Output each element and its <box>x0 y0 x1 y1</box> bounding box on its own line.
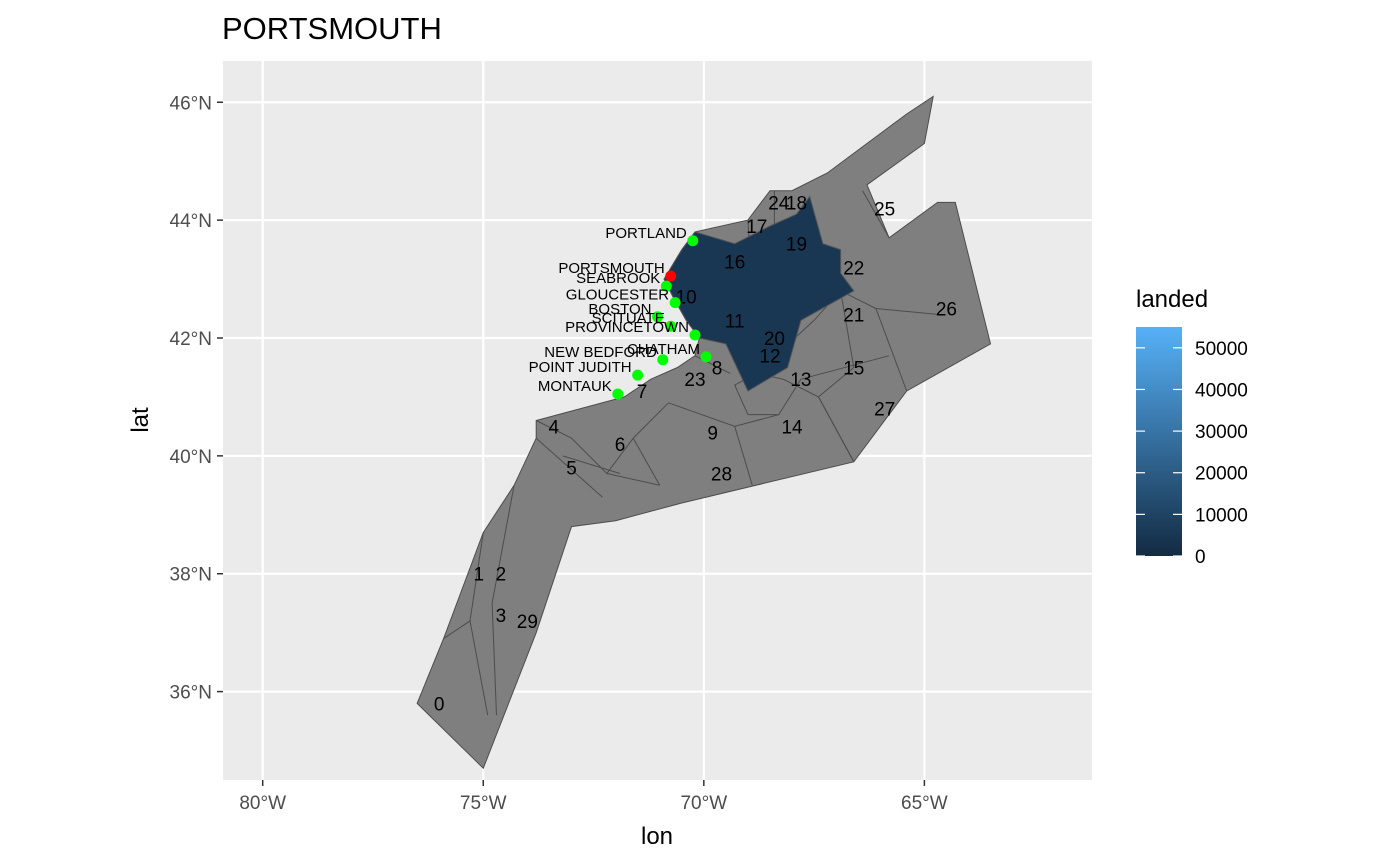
zone-label-6: 6 <box>615 435 626 456</box>
zone-boundary-9 <box>668 378 802 427</box>
port-point-provincetown <box>689 329 701 341</box>
zone-label-2: 2 <box>496 565 507 586</box>
zone-label-10: 10 <box>676 288 697 309</box>
y-tick-label-0: 36°N <box>170 683 212 704</box>
zone-label-0: 0 <box>434 694 445 715</box>
x-tick-label-2: 70°W <box>680 793 727 814</box>
zone-boundary-4 <box>562 455 621 474</box>
port-markers: PORTLAND PORTSMOUTHSEABROOKGLOUCESTERBOST… <box>529 225 712 400</box>
zone-label-23: 23 <box>684 370 705 391</box>
zone-boundary-12 <box>734 426 753 486</box>
y-tick-label-3: 42°N <box>170 329 212 350</box>
port-point-portland <box>687 235 699 247</box>
zone-boundary-2 <box>491 485 515 716</box>
zone-label-1: 1 <box>474 565 485 586</box>
zone-boundary-22 <box>875 308 938 315</box>
x-axis-title: lon <box>641 823 673 850</box>
y-tick-label-2: 40°N <box>170 447 212 468</box>
zone-label-20: 20 <box>764 329 785 350</box>
zone-label-19: 19 <box>786 235 807 256</box>
zone-label-18: 18 <box>786 193 807 214</box>
zone-label-14: 14 <box>781 417 803 438</box>
zone-label-22: 22 <box>843 258 864 279</box>
port-point-portsmouth <box>665 270 677 282</box>
legend-label-0: 0 <box>1195 547 1206 568</box>
port-label-new-bedford: NEW BEDFORD <box>544 344 657 361</box>
zone-label-8: 8 <box>712 358 723 379</box>
legend-colorbar <box>1136 327 1182 556</box>
x-axis: 80°W 75°W 70°W 65°W <box>239 780 948 814</box>
port-label-portsmouth: PORTSMOUTH <box>558 260 664 277</box>
zone-boundary-18 <box>818 290 855 398</box>
port-point-boston <box>652 311 663 323</box>
zone-boundary-1 <box>469 532 484 621</box>
zone-boundary-7 <box>632 437 661 486</box>
y-tick-label-1: 38°N <box>170 565 212 586</box>
zone-label-25: 25 <box>874 199 895 220</box>
zone-label-16: 16 <box>724 252 745 273</box>
port-label-provincetown: PROVINCETOWN <box>565 319 689 336</box>
y-axis: 36°N 38°N 40°N 42°N 44°N 46°N <box>170 93 223 704</box>
zone-label-7: 7 <box>637 382 648 403</box>
zone-boundary-5 <box>535 420 634 475</box>
zone-label-27: 27 <box>874 400 895 421</box>
zone-label-3: 3 <box>496 606 507 627</box>
port-label-point-judith: POINT JUDITH <box>529 359 632 376</box>
legend-label-1: 10000 <box>1195 505 1248 526</box>
zone-label-11: 11 <box>725 311 745 332</box>
zone-boundary-24 <box>818 396 855 463</box>
zone-label-13: 13 <box>790 370 811 391</box>
port-label-boston: BOSTON <box>588 301 651 318</box>
port-point-seabrook <box>660 280 672 292</box>
legend-label-3: 30000 <box>1195 422 1248 443</box>
y-tick-label-4: 44°N <box>170 211 212 232</box>
legend-title: landed <box>1136 286 1208 313</box>
port-label-gloucester: GLOUCESTER <box>566 287 670 304</box>
x-tick-label-1: 75°W <box>460 793 507 814</box>
port-point-gloucester <box>669 297 681 309</box>
zone-label-26: 26 <box>936 300 957 321</box>
legend-label-4: 40000 <box>1195 380 1248 401</box>
zone-boundary-23 <box>862 190 890 239</box>
port-point-scituate <box>665 320 677 332</box>
port-label-scituate: SCITUATE <box>592 310 665 327</box>
y-axis-title: lat <box>127 407 154 433</box>
zone-label-29: 29 <box>517 612 538 633</box>
zone-label-21: 21 <box>843 305 864 326</box>
zone-label-9: 9 <box>707 423 718 444</box>
x-tick-label-0: 80°W <box>239 793 286 814</box>
port-point-new-bedford <box>657 354 669 366</box>
y-tick-label-5: 46°N <box>170 93 212 114</box>
port-label-portland: PORTLAND <box>605 225 687 242</box>
fishing-zones <box>416 95 992 770</box>
zone-label-5: 5 <box>566 459 577 480</box>
zone-boundary-3 <box>535 437 603 498</box>
legend-label-5: 50000 <box>1195 339 1248 360</box>
zone-boundary-6 <box>606 473 660 486</box>
legend-ticks: 0 10000 20000 30000 40000 50000 <box>1136 339 1248 568</box>
port-label-seabrook: SEABROOK <box>576 270 660 287</box>
zone-boundary-8 <box>632 402 669 439</box>
zone-label-12: 12 <box>759 347 780 368</box>
legend: landed 0 10000 20000 30000 40000 50000 <box>1136 286 1248 568</box>
legend-label-2: 20000 <box>1195 464 1248 485</box>
port-point-point-judith <box>632 369 644 381</box>
port-label-montauk: MONTAUK <box>538 378 612 395</box>
zone-label-15: 15 <box>843 358 864 379</box>
port-point-montauk <box>612 388 624 400</box>
zone-label-4: 4 <box>549 417 560 438</box>
zone-label-24: 24 <box>768 193 790 214</box>
port-label-chatham: CHATHAM <box>627 341 700 358</box>
zone-label-28: 28 <box>711 465 732 486</box>
port-point-chatham <box>700 351 712 363</box>
zone-boundary-10 <box>800 355 890 380</box>
chart-title: PORTSMOUTH <box>222 11 442 46</box>
zone-label-17: 17 <box>746 217 767 238</box>
zone-base-region <box>416 95 992 770</box>
x-tick-label-3: 65°W <box>901 793 948 814</box>
zone-labels: 01 23 294567891011121314151617181920212223… <box>434 193 957 715</box>
